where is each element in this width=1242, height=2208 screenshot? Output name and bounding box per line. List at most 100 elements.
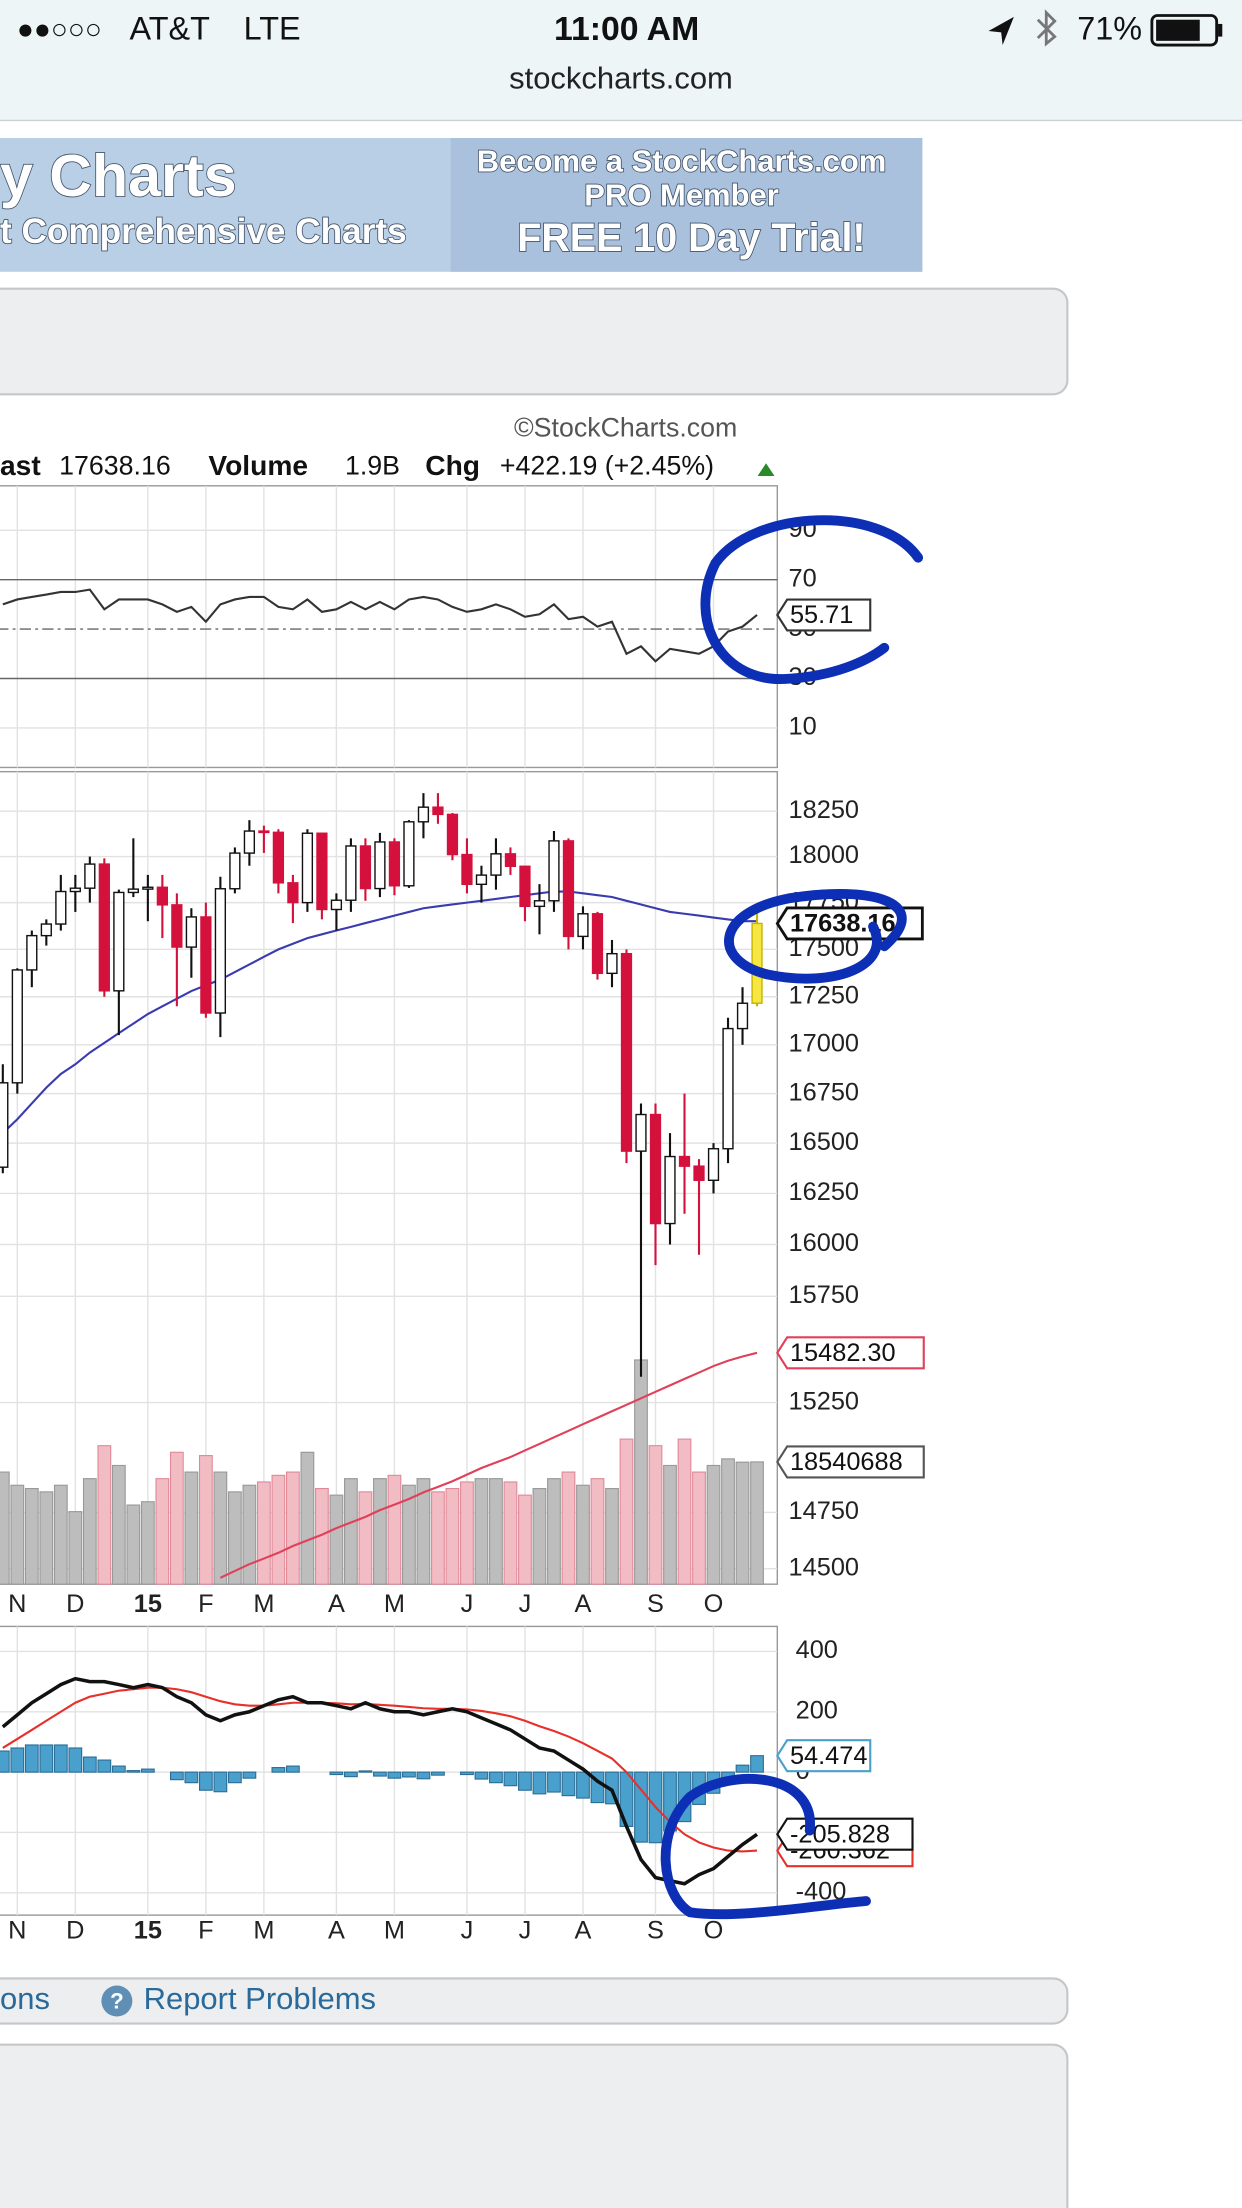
macd-histogram-bar	[474, 1771, 489, 1780]
footer-link[interactable]: ons	[0, 1981, 50, 2016]
y-tick-label: 16750	[789, 1078, 859, 1106]
volume-bar	[213, 1471, 228, 1585]
volume-bar	[518, 1494, 532, 1585]
address[interactable]: stockcharts.com	[509, 60, 733, 95]
y-tick-label: 14500	[789, 1553, 859, 1581]
x-tick-label: M	[253, 1917, 274, 1945]
candle-body	[243, 830, 256, 854]
volume-bar	[140, 1501, 155, 1585]
x-tick-label: M	[384, 1590, 405, 1618]
volume-bar	[126, 1504, 141, 1585]
x-tick-label: M	[384, 1917, 405, 1945]
candle-body	[649, 1113, 662, 1225]
volume-bar	[590, 1478, 605, 1585]
x-tick-label: J	[461, 1590, 474, 1618]
y-tick-label: 16000	[789, 1229, 859, 1257]
candle-body	[214, 888, 227, 1014]
x-tick-label: A	[575, 1590, 592, 1618]
volume-label-box	[776, 1445, 925, 1479]
banner-text: PRO Member	[584, 177, 778, 212]
time: 11:00 AM	[554, 10, 699, 48]
battery-tip	[1218, 23, 1223, 37]
candle-body	[388, 841, 401, 887]
macd-histogram-bar	[503, 1771, 518, 1787]
volume-bar	[242, 1484, 257, 1585]
candle-body	[475, 874, 488, 886]
volume-bar	[329, 1494, 344, 1585]
macd-histogram-bar	[285, 1765, 300, 1773]
macd-histogram-bar	[39, 1744, 54, 1773]
macd-histogram-bar	[402, 1771, 416, 1778]
y-tick-label: 200	[796, 1696, 838, 1724]
volume-bar	[402, 1484, 416, 1585]
volume-bar	[605, 1487, 619, 1585]
candle-body	[40, 923, 52, 937]
candle-body	[562, 840, 575, 938]
candle-body	[316, 832, 328, 911]
volume-bar	[24, 1487, 39, 1585]
volume-bar	[489, 1478, 503, 1585]
volume-bar	[460, 1481, 474, 1585]
credit: ©StockCharts.com	[514, 413, 737, 443]
ink-circle	[660, 1773, 871, 1920]
candle-body	[258, 830, 270, 834]
macd-histogram-bar	[68, 1747, 83, 1773]
macd-histogram-bar	[373, 1771, 387, 1777]
help-icon[interactable]: ?	[110, 1988, 124, 2013]
x-tick-label: F	[198, 1590, 213, 1618]
macd-histogram-bar	[431, 1771, 445, 1776]
macd-histogram-bar	[82, 1756, 97, 1773]
candle-body	[461, 853, 473, 886]
up-arrow	[757, 463, 775, 476]
candle-body	[0, 1082, 9, 1168]
candle-body	[722, 1027, 734, 1150]
candle-body	[693, 1165, 705, 1181]
volume-bar	[82, 1478, 97, 1585]
banner-ad[interactable]: y Charts t Comprehensive Charts Become a…	[0, 138, 923, 272]
volume-bar	[503, 1481, 518, 1585]
candle-body	[84, 863, 96, 889]
macd-histogram-bar	[198, 1771, 213, 1791]
macd-histogram-bar	[460, 1771, 474, 1776]
macd-label: -205.828	[790, 1820, 890, 1848]
volume-bar	[300, 1451, 315, 1585]
volume-bar	[721, 1458, 735, 1585]
macd-histogram-bar	[329, 1771, 344, 1776]
volume-bar	[256, 1481, 271, 1585]
macd-histogram-bar	[344, 1771, 358, 1778]
y-tick-label: 18250	[789, 796, 859, 824]
chg-label: Chg	[425, 450, 480, 481]
volume-bar	[706, 1464, 721, 1585]
candle-body	[736, 1002, 749, 1030]
histogram-label: 54.474	[790, 1742, 867, 1770]
x-tick-label: O	[704, 1590, 724, 1618]
y-tick-label: 14750	[789, 1497, 859, 1525]
macd-histogram-bar	[24, 1744, 39, 1773]
volume-bar	[619, 1438, 634, 1585]
volume-bar	[39, 1491, 54, 1585]
macd-histogram-bar	[416, 1771, 431, 1780]
chart: NNDD1515FFMMAAMMJJJJAASSOO907050301055.7…	[0, 485, 925, 1945]
macd-histogram-bar	[387, 1771, 402, 1779]
volume-bar	[198, 1455, 213, 1585]
banner-panel	[450, 138, 923, 272]
x-tick-label: 15	[134, 1917, 162, 1945]
candle-body	[403, 821, 415, 887]
macd-line	[1, 1676, 759, 1886]
macd-histogram-bar	[169, 1771, 184, 1781]
rsi-line	[2, 588, 758, 663]
macd-histogram-bar	[0, 1750, 10, 1773]
volume-bar	[474, 1478, 489, 1585]
macd-histogram-bar	[111, 1765, 126, 1773]
footer-bar	[0, 1977, 1069, 2025]
candle-body	[707, 1148, 720, 1181]
x-tick-label: N	[8, 1590, 26, 1618]
y-tick-label: 70	[789, 564, 817, 592]
report-link[interactable]: Report Problems	[144, 1981, 376, 2016]
volume-bar	[561, 1471, 576, 1585]
battery-fill	[1156, 19, 1200, 41]
candle-body	[591, 913, 604, 975]
network: LTE	[244, 11, 301, 47]
macd-line	[2, 1686, 758, 1853]
volume-value: 1.9B	[345, 451, 400, 481]
